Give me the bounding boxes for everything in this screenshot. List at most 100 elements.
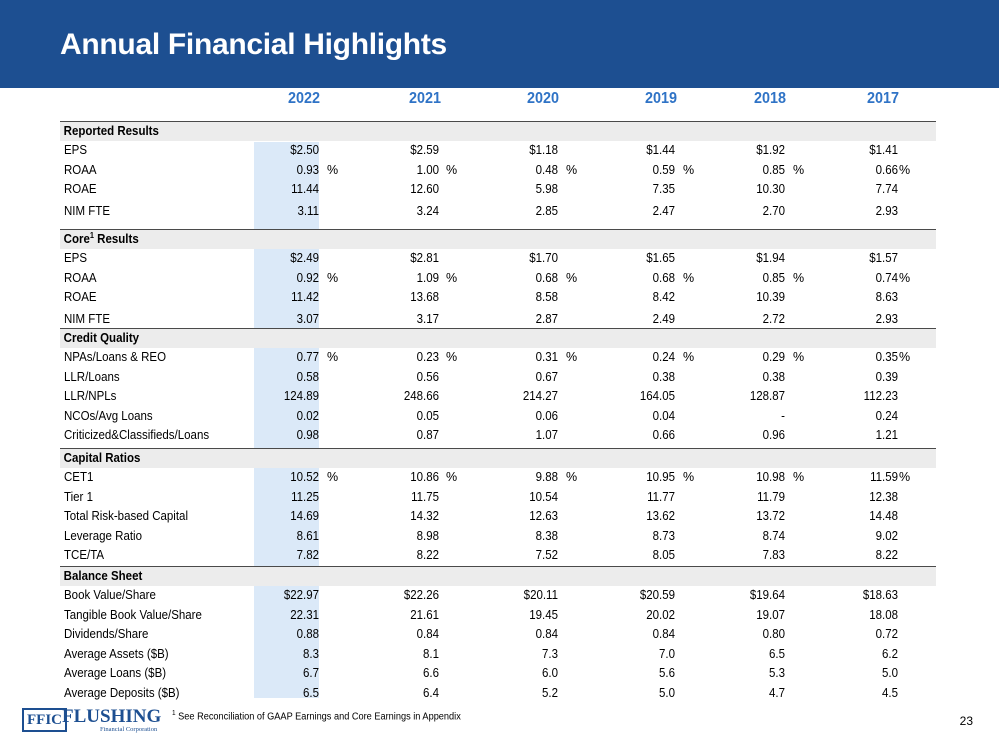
table-cell: 0.96 [762, 428, 785, 442]
table-cell: $2.50 [290, 143, 319, 157]
row-label: NIM FTE [64, 311, 110, 326]
table-cell: 0.93 [296, 162, 319, 177]
table-cell: 5.6 [659, 666, 675, 680]
year-header: 2020 [526, 90, 559, 107]
row-label: NPAs/Loans & REO [64, 350, 167, 364]
year-header: 2017 [866, 90, 899, 107]
section-title-text: Reported Results [63, 124, 159, 138]
unit-label: % [566, 470, 578, 484]
table-cell: 0.84 [416, 627, 439, 641]
section-title: Credit Quality [60, 329, 139, 348]
table-cell: 9.02 [875, 528, 898, 543]
table-cell: $1.94 [756, 251, 785, 265]
table-cell: 22.31 [290, 607, 319, 622]
table-cell: 8.58 [535, 290, 558, 304]
table-cell: 10.52 [290, 470, 319, 484]
table-cell: 11.75 [411, 489, 439, 504]
row-label: Tangible Book Value/Share [64, 607, 202, 622]
table-cell: 11.77 [647, 489, 675, 504]
table-cell: 8.42 [652, 290, 675, 304]
table-cell: 1.00 [416, 162, 439, 177]
row-label: ROAA [64, 162, 97, 177]
table-cell: 8.1 [423, 646, 439, 661]
unit-label: % [899, 162, 911, 177]
row-label: NCOs/Avg Loans [64, 408, 153, 423]
table-cell: 0.72 [875, 627, 898, 641]
table-cell: 12.63 [529, 509, 558, 523]
table-cell: 7.82 [296, 548, 319, 562]
table-cell: 5.3 [769, 666, 785, 680]
table-cell: 2.87 [535, 311, 558, 326]
year-header: 2022 [287, 90, 320, 107]
unit-label: % [899, 270, 911, 285]
unit-label: % [683, 470, 695, 484]
table-cell: 19.45 [529, 607, 558, 622]
table-cell: 10.54 [529, 489, 558, 504]
unit-label: % [566, 350, 578, 364]
row-label: Tier 1 [64, 489, 93, 504]
table-cell: 0.59 [652, 162, 675, 177]
table-cell: 2.49 [652, 311, 675, 326]
logo-name: FLUSHING [62, 706, 162, 727]
table-cell: 0.56 [416, 369, 439, 384]
table-cell: 5.0 [882, 666, 898, 680]
table-cell: 1.07 [535, 428, 558, 442]
footnote-ref: 1 [89, 230, 94, 240]
table-cell: 0.84 [652, 627, 675, 641]
table-cell: 8.05 [652, 548, 675, 562]
table-cell: 14.32 [410, 509, 439, 523]
row-label: Average Assets ($B) [64, 646, 169, 661]
table-cell: 11.59 [870, 470, 898, 484]
unit-label: % [327, 470, 339, 484]
unit-label: % [793, 470, 805, 484]
table-cell: 0.66 [875, 162, 898, 177]
table-cell: 6.6 [423, 666, 439, 680]
table-cell: $20.11 [523, 588, 558, 602]
table-cell: 6.7 [303, 666, 319, 680]
table-cell: 2.93 [875, 311, 898, 326]
table-cell: $22.97 [283, 588, 319, 602]
table-row: Total Risk-based Capital 14.69 14.32 12.63 1… [60, 507, 936, 525]
section-title-suffix: Results [93, 232, 139, 246]
row-label: EPS [64, 143, 88, 157]
table-cell: 3.07 [296, 311, 319, 326]
row-label: ROAE [64, 182, 97, 196]
flushing-logo: FFIC FLUSHING Financial Corporation [22, 706, 162, 733]
table-cell: $2.49 [290, 251, 319, 265]
table-cell: 18.08 [869, 607, 898, 622]
row-label: NIM FTE [64, 203, 110, 218]
table-cell: 9.88 [535, 470, 558, 484]
table-cell: 8.38 [535, 528, 558, 543]
table-cell: 11.25 [291, 489, 319, 504]
footnote-marker: 1 [172, 710, 176, 717]
footnote: 1 See Reconciliation of GAAP Earnings an… [172, 710, 461, 722]
table-cell: 4.5 [882, 685, 898, 700]
table-cell: 2.93 [875, 203, 898, 218]
table-cell: 0.77 [296, 350, 319, 364]
year-header: 2021 [408, 90, 441, 107]
unit-label: % [327, 162, 339, 177]
table-cell: 13.72 [756, 509, 785, 523]
unit-label: % [566, 270, 578, 285]
table-cell: 14.48 [869, 509, 898, 523]
unit-label: % [446, 162, 458, 177]
table-cell: 5.98 [535, 182, 558, 196]
table-cell: 0.31 [535, 350, 558, 364]
table-cell: 0.58 [296, 369, 319, 384]
year-header: 2019 [644, 90, 677, 107]
unit-label: % [683, 350, 695, 364]
table-cell: 11.44 [291, 182, 319, 196]
table-row: Dividends/Share 0.88 0.84 0.84 0.84 0.80 0.72 [60, 625, 936, 643]
table-cell: 6.5 [303, 685, 319, 700]
table-cell: 3.24 [416, 203, 439, 218]
unit-label: % [327, 270, 339, 285]
table-cell: 0.67 [535, 369, 558, 384]
title-banner: Annual Financial Highlights [0, 0, 999, 88]
table-cell: 8.63 [875, 290, 898, 304]
table-cell: 8.3 [303, 646, 319, 661]
section-title: Reported Results [60, 122, 159, 141]
table-cell: 0.24 [652, 350, 675, 364]
table-cell: 8.73 [652, 528, 675, 543]
table-cell: $20.59 [639, 588, 675, 602]
table-cell: 1.21 [875, 428, 898, 442]
